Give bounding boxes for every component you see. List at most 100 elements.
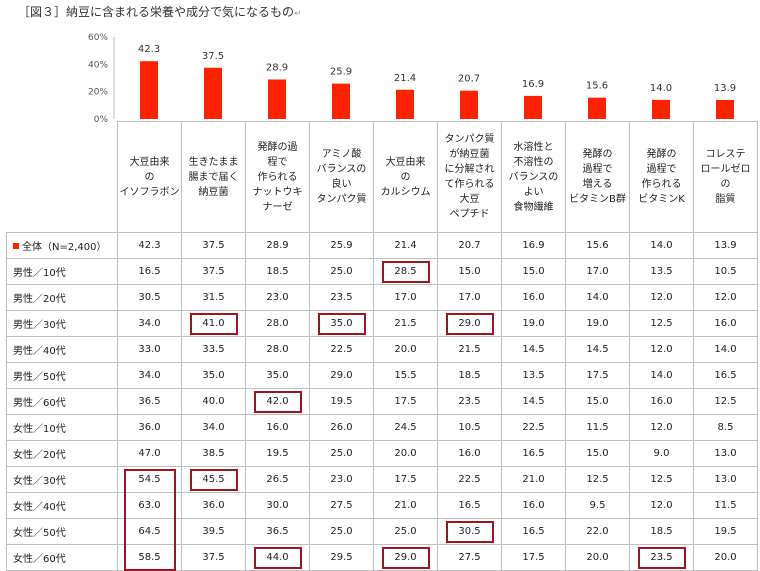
cell-value: 63.0 [138,500,161,511]
table-cell: 34.0 [181,414,246,441]
column-header-line: の [400,171,411,183]
table-cell: 17.5 [373,466,438,493]
table-cell: 14.5 [501,388,566,415]
highlighted-value: 23.5 [637,546,686,569]
table-cell: 42.3 [117,232,182,259]
table-cell: 16.5 [117,258,182,285]
column-header-line: の [144,171,155,183]
column-header-line: 作られる [257,171,298,183]
cell-value: 21.5 [458,344,481,355]
table-cell: 37.5 [181,232,246,259]
column-header-line: バランスの [508,171,559,183]
table-cell: 10.5 [693,258,758,285]
table-cell: 17.5 [565,362,630,389]
row-label: 全体（N=2,400） [6,232,118,259]
table-cell: 36.5 [245,518,310,545]
y-tick-label: 20% [88,88,108,98]
table-cell: 19.5 [693,518,758,545]
cell-value: 19.0 [522,318,545,329]
row-label-text: 女性／30代 [13,476,66,487]
cell-value: 39.5 [202,526,225,537]
cell-value: 13.9 [714,240,737,251]
cell-value: 17.0 [394,292,417,303]
column-header-line: ビタミンB群 [569,194,626,205]
cell-value: 14.5 [522,344,545,355]
row-label: 女性／40代 [6,492,118,519]
row-label: 女性／30代 [6,466,118,493]
table-cell: 26.5 [245,466,310,493]
cell-value: 28.9 [266,240,289,251]
bar-value-label: 21.4 [394,73,416,84]
cell-value: 27.5 [330,500,353,511]
cell-value: 34.0 [138,370,161,381]
table-cell: 8.5 [693,414,758,441]
column-header-line: 発酵の [646,149,677,160]
cell-value: 16.0 [650,396,673,407]
table-cell: 18.5 [245,258,310,285]
row-label: 男性／30代 [6,310,118,337]
cell-value: 19.5 [330,396,353,407]
table-row: 男性／50代 34.0 35.0 35.0 29.0 15.5 18.5 13.5 17.5 14… [6,362,758,389]
column-header-line: ビタミンK [638,194,685,205]
y-tick-label: 40% [88,60,108,70]
cell-value: 64.5 [138,526,161,537]
cell-value: 15.0 [458,266,481,277]
bar-value-label: 14.0 [650,83,672,94]
cell-value: 35.0 [266,370,289,381]
bar-value-label: 20.7 [458,74,480,85]
cell-value: 12.5 [586,474,609,485]
table-cell: 14.0 [629,362,694,389]
cell-value: 21.0 [522,474,545,485]
cell-value: 47.0 [138,448,161,459]
cell-value: 28.0 [266,318,289,329]
bar [588,97,606,119]
column-header-line: カルシウム [380,186,431,198]
cell-value: 12.5 [714,396,737,407]
cell-value: 16.5 [522,526,545,537]
cell-value: 10.5 [714,266,737,277]
column-header-line: 過程で [646,164,677,175]
cell-value: 23.0 [266,292,289,303]
column-header-line: 良い [331,179,352,190]
cell-value: 25.0 [330,266,353,277]
row-label-text: 女性／60代 [13,554,66,565]
cell-value: 26.5 [266,474,289,485]
table-row: 男性／60代 36.5 40.0 42.0 19.5 17.5 23.5 14.5 15.0 16… [6,388,758,415]
table-row: 女性／30代 54.5 45.5 26.5 23.0 17.5 22.5 21.0 12.5 12… [6,466,758,493]
cell-value: 22.5 [330,344,353,355]
table-cell: 38.5 [181,440,246,467]
table-cell: 23.5 [629,544,694,571]
bar-value-label: 28.9 [266,63,288,74]
column-header-line: ナーゼ [262,201,293,213]
table-cell: 31.5 [181,284,246,311]
row-label-text: 男性／50代 [13,372,66,383]
cell-value: 13.0 [714,474,737,485]
column-header-line: アミノ酸 [321,149,362,160]
column-header-line: が納豆菌 [449,149,490,160]
cell-value: 18.5 [650,526,673,537]
column-header-line: 過程で [582,164,613,175]
cell-value: 18.5 [266,266,289,277]
cell-value: 29.5 [330,552,353,563]
row-label-text: 男性／60代 [13,398,66,409]
table-cell: 25.0 [373,518,438,545]
table-cell: 58.5 [117,544,182,571]
cell-value: 14.5 [586,344,609,355]
cell-value: 34.0 [202,422,225,433]
bar-value-label: 37.5 [202,51,224,62]
cell-value: 38.5 [202,448,225,459]
column-header-line: 水溶性と [513,141,554,153]
table-cell: 22.5 [501,414,566,441]
table-cell: 14.0 [565,284,630,311]
cell-value: 14.0 [650,370,673,381]
column-header: アミノ酸 バランスの 良い タンパク質 [309,121,374,233]
cell-value: 29.0 [330,370,353,381]
cell-value: 37.5 [202,240,225,251]
column-header-line: て作られる [444,179,495,190]
table-cell: 36.5 [117,388,182,415]
table-cell: 45.5 [181,466,246,493]
column-header-line: ペプチド [449,209,490,220]
table-cell: 64.5 [117,518,182,545]
table-cell: 22.0 [565,518,630,545]
cell-value: 19.5 [714,526,737,537]
